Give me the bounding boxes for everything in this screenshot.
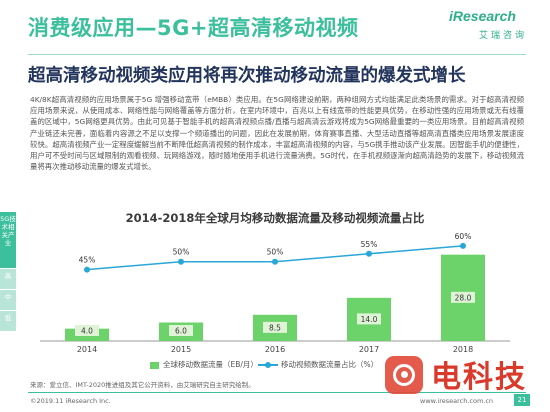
watermark-logo-icon <box>385 356 423 394</box>
combo-chart: 4.0 6.0 8.5 14.0 28.0 45% 50% 50% 55% 60% 2014 2015… <box>40 232 510 354</box>
line-value-label: 55% <box>361 240 378 249</box>
side-tab-high[interactable]: 高 <box>0 269 16 289</box>
bar-label-bg <box>75 325 99 336</box>
bar-label-bg <box>357 313 381 325</box>
x-tick-label: 2015 <box>171 345 191 354</box>
side-tab-5g[interactable]: 5G技术相关产业 <box>0 212 16 268</box>
footer-divider <box>28 392 526 393</box>
bar-label-bg <box>169 325 193 336</box>
body-paragraph: 4K/8K超高清视频的应用场景属于5G 增强移动宽带（eMBB）类应用。在5G网… <box>30 95 524 172</box>
line-value-label: 50% <box>267 248 284 257</box>
page-title: 消费级应用—5G+超高清移动视频 <box>28 16 359 40</box>
legend-line-label: 移动视频数据流量占比（%） <box>281 360 379 369</box>
copyright: ©2019.11 iResearch Inc. <box>30 397 111 405</box>
logo-tagline: 艾瑞咨询 <box>479 31 528 41</box>
chart-title: 2014-2018年全球月均移动数据流量及移动视频流量占比 <box>125 211 425 225</box>
line-point <box>84 266 90 273</box>
legend-bar-label: 全球移动数据流量（EB/月） <box>163 360 258 369</box>
source-note: 来源：爱立信、IMT-2020推进组及其它公开资料，由艾瑞研究自主研究绘制。 <box>30 381 255 389</box>
line-point <box>178 258 184 265</box>
x-tick-label: 2014 <box>77 345 97 354</box>
watermark: 电科技 <box>385 352 545 402</box>
bar-value-label: 4.0 <box>81 327 93 336</box>
side-tabs: 5G技术相关产业 高 中 低 <box>0 212 16 331</box>
bar-value-label: 8.5 <box>269 323 281 332</box>
x-tick-label: 2017 <box>359 345 379 354</box>
watermark-text: 电科技 <box>431 360 527 395</box>
bar-value-label: 6.0 <box>175 327 187 336</box>
line-point <box>460 242 466 249</box>
legend-line-swatch <box>258 362 278 368</box>
legend-item-line: 移动视频数据流量占比（%） <box>258 359 378 370</box>
x-tick-label: 2016 <box>265 345 285 354</box>
logo-brand: iResearch <box>449 8 516 24</box>
line-value-label: 60% <box>455 232 472 241</box>
side-tab-low[interactable]: 低 <box>0 311 16 331</box>
bar-label-bg <box>451 291 475 303</box>
bar-value-label: 14.0 <box>361 315 378 324</box>
line-point <box>272 258 278 265</box>
website-link[interactable]: www.iresearch.com.cn <box>420 397 494 405</box>
iresearch-logo: iResearch 艾瑞咨询 <box>449 8 539 48</box>
line-point <box>366 250 372 257</box>
legend-item-bar: 全球移动数据流量（EB/月） <box>150 359 258 370</box>
legend-bar-swatch <box>150 361 159 369</box>
page-number: 21 <box>514 394 530 406</box>
bar-value-label: 28.0 <box>455 293 472 302</box>
x-tick-label: 2018 <box>453 345 473 354</box>
title-divider <box>28 54 526 55</box>
page-subtitle: 超高清移动视频类应用将再次推动移动流量的爆发式增长 <box>28 66 466 86</box>
line-value-label: 50% <box>173 248 190 257</box>
side-tab-mid[interactable]: 中 <box>0 290 16 310</box>
line-value-label: 45% <box>79 256 96 265</box>
bar-label-bg <box>263 321 287 333</box>
